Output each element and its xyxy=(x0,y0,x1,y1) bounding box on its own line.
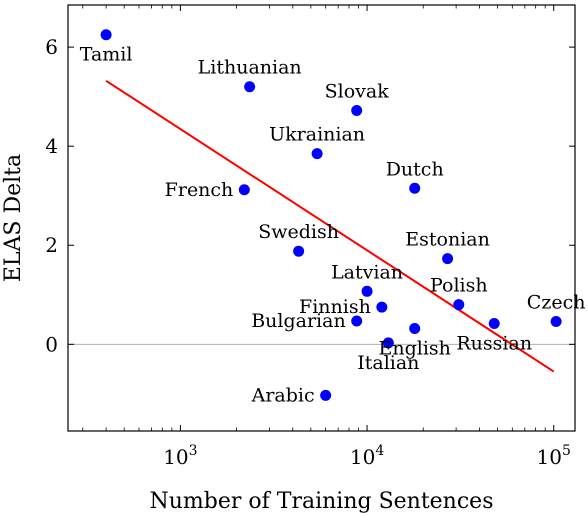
point-label: Polish xyxy=(430,275,488,297)
data-point xyxy=(409,182,421,194)
y-tick-label: 0 xyxy=(45,332,58,356)
point-label: Dutch xyxy=(386,158,444,180)
data-point xyxy=(293,245,305,257)
y-axis-label: ELAS Delta xyxy=(1,154,26,282)
x-tick-label: 105 xyxy=(537,443,571,469)
point-label: Italian xyxy=(357,352,419,374)
data-point xyxy=(376,301,388,313)
data-point xyxy=(238,184,250,196)
point-label: Bulgarian xyxy=(251,310,346,332)
data-point xyxy=(100,29,112,41)
point-label: Slovak xyxy=(325,81,390,103)
point-label: Lithuanian xyxy=(198,57,302,79)
point-label: Swedish xyxy=(258,221,339,243)
data-point xyxy=(409,322,421,334)
trend-line xyxy=(105,79,555,373)
data-point xyxy=(550,316,562,328)
point-label: Russian xyxy=(456,333,532,355)
point-label: Finnish xyxy=(299,296,371,318)
data-point xyxy=(361,285,373,297)
plot-frame xyxy=(67,4,576,432)
point-label: Czech xyxy=(527,292,586,314)
data-point xyxy=(351,315,363,327)
y-tick-label: 4 xyxy=(45,134,58,158)
point-label: Estonian xyxy=(405,229,490,251)
points-layer xyxy=(100,29,562,401)
point-label: Tamil xyxy=(80,44,133,66)
data-point xyxy=(320,389,332,401)
data-point xyxy=(382,337,394,349)
data-point xyxy=(453,299,465,311)
data-point xyxy=(311,148,323,160)
point-label: Arabic xyxy=(251,384,315,406)
point-labels-layer: Tamil Lithuanian Slovak Ukrainian Dutch Frenc… xyxy=(80,44,586,407)
y-tick-label: 6 xyxy=(45,35,58,59)
point-label: Latvian xyxy=(331,261,403,283)
data-point xyxy=(244,81,256,93)
x-tick-label: 103 xyxy=(163,443,197,469)
x-axis-label: Number of Training Sentences xyxy=(150,489,494,514)
point-label: French xyxy=(165,179,234,201)
data-point xyxy=(488,318,500,330)
point-label: Ukrainian xyxy=(269,124,365,146)
trend-layer xyxy=(105,79,555,373)
point-label: English xyxy=(378,337,450,359)
y-tick-label: 2 xyxy=(45,233,58,257)
data-point xyxy=(351,105,363,117)
ticks-layer: 103 104 105 0 2 4 6 xyxy=(45,5,575,469)
x-tick-label: 104 xyxy=(350,443,384,469)
data-point xyxy=(442,253,454,265)
